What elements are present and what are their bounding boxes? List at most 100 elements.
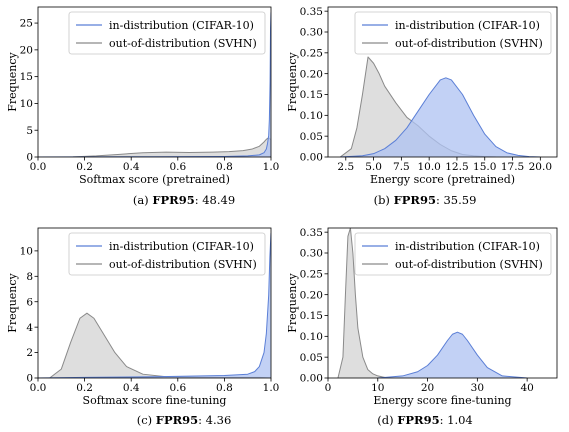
x-axis-label: Energy score fine-tuning <box>373 394 511 407</box>
x-tick-label: 1.0 <box>263 382 280 394</box>
y-tick-label: 0.00 <box>300 152 323 164</box>
series-line-out <box>337 228 388 378</box>
x-tick-label: 10.0 <box>417 161 440 173</box>
caption-value: : 1.04 <box>439 413 473 427</box>
x-tick-label: 0.6 <box>169 382 186 394</box>
caption-value: : 48.49 <box>194 193 236 207</box>
series-line-in <box>377 331 528 378</box>
x-tick-label: 7.5 <box>393 161 410 173</box>
y-tick-label: 6 <box>26 296 33 308</box>
series-area-out <box>38 137 271 157</box>
caption-c: (c) FPR95: 4.36 <box>44 413 324 427</box>
series-area-out <box>49 313 271 378</box>
legend-label-in: in-distribution (CIFAR-10) <box>395 19 540 32</box>
series-area-in <box>377 332 528 378</box>
y-tick-label: 25 <box>20 18 33 30</box>
caption-bold: FPR95 <box>155 413 199 427</box>
y-tick-label: 0 <box>26 152 33 164</box>
y-tick-label: 0.20 <box>300 289 323 301</box>
y-tick-label: 0.05 <box>300 352 323 364</box>
plot-area <box>339 56 541 157</box>
series-line-in <box>38 233 271 378</box>
legend: in-distribution (CIFAR-10) out-of-distrib… <box>354 232 552 276</box>
legend-label-in: in-distribution (CIFAR-10) <box>395 240 540 253</box>
x-tick-label: 17.5 <box>501 161 524 173</box>
legend-box <box>68 11 266 55</box>
legend-label-in: in-distribution (CIFAR-10) <box>109 19 254 32</box>
x-tick-label: 40 <box>520 382 533 394</box>
caption-b: (b) FPR95: 35.59 <box>295 193 555 207</box>
caption-a: (a) FPR95: 48.49 <box>44 193 324 207</box>
y-tick-label: 0.25 <box>300 268 323 280</box>
x-tick-label: 0 <box>325 382 332 394</box>
y-tick-label: 0.30 <box>300 248 323 260</box>
caption-bold: FPR95 <box>152 193 195 207</box>
x-tick-label: 5.0 <box>365 161 382 173</box>
x-tick-label: 0.4 <box>123 161 140 173</box>
y-tick-label: 15 <box>20 71 33 83</box>
x-tick-label: 2.5 <box>337 161 354 173</box>
caption-bold: FPR95 <box>393 193 436 207</box>
axes-frame <box>37 227 272 379</box>
caption-tag: (b) <box>373 193 390 207</box>
y-tick-label: 10 <box>20 98 33 110</box>
x-tick-label: 0.2 <box>76 161 93 173</box>
caption-value: : 4.36 <box>198 413 232 427</box>
series-area-out <box>337 228 388 378</box>
y-tick-label: 0.20 <box>300 68 323 80</box>
series-area-in <box>340 77 541 157</box>
y-tick-label: 5 <box>26 125 33 137</box>
series-area-out <box>340 57 496 157</box>
x-axis-label: Energy score (pretrained) <box>370 173 515 186</box>
x-tick-label: 20.0 <box>529 161 552 173</box>
axes-frame <box>327 227 558 379</box>
x-tick-label: 0.0 <box>30 161 47 173</box>
x-tick-label: 20 <box>421 382 434 394</box>
series-line-out <box>38 137 271 157</box>
chart-panel-4: 0 10 20 30 40 0.00 0.05 0.10 0.15 0.20 0.25 0.30 0.3… <box>286 227 558 407</box>
y-axis-label: Frequency <box>6 272 19 332</box>
caption-tag: (d) <box>377 413 394 427</box>
legend-label-in: in-distribution (CIFAR-10) <box>109 240 254 253</box>
y-tick-label: 0.10 <box>300 331 323 343</box>
legend-box <box>354 232 552 276</box>
x-tick-label: 12.5 <box>445 161 468 173</box>
y-tick-label: 0.30 <box>300 27 323 39</box>
y-tick-label: 0 <box>26 373 33 385</box>
y-tick-label: 0.35 <box>300 227 323 239</box>
x-axis-label: Softmax score (pretrained) <box>79 173 230 186</box>
x-tick-label: 0.6 <box>169 161 186 173</box>
legend-box <box>68 232 266 276</box>
legend: in-distribution (CIFAR-10) out-of-distrib… <box>354 11 552 55</box>
y-axis-label: Frequency <box>286 51 299 111</box>
y-tick-label: 0.15 <box>300 310 323 322</box>
legend-label-out: out-of-distribution (SVHN) <box>395 258 543 271</box>
y-tick-label: 2 <box>26 347 33 359</box>
axes-frame <box>37 6 272 158</box>
legend: in-distribution (CIFAR-10) out-of-distrib… <box>68 232 266 276</box>
y-tick-label: 0.00 <box>300 373 323 385</box>
axes-frame <box>327 6 558 158</box>
y-axis-label: Frequency <box>286 272 299 332</box>
x-tick-label: 0.8 <box>216 382 233 394</box>
chart-panel-3: 0.0 0.2 0.4 0.6 0.8 1.0 0 2 4 6 8 10 Softmax score f… <box>6 227 280 407</box>
chart-panel-1: 0.0 0.2 0.4 0.6 0.8 1.0 0 5 10 15 20 25 Softmax scor… <box>6 6 279 186</box>
y-tick-label: 0.25 <box>300 47 323 59</box>
y-tick-label: 0.35 <box>300 6 323 18</box>
x-tick-label: 0.0 <box>30 382 47 394</box>
legend-box <box>354 11 552 55</box>
series-line-in <box>340 77 541 157</box>
y-axis-label: Frequency <box>6 51 19 111</box>
x-tick-label: 0.4 <box>123 382 140 394</box>
chart-panel-2: 2.5 5.0 7.5 10.0 12.5 15.0 17.5 20.0 0.00 0.05 0.1… <box>286 6 558 186</box>
y-tick-label: 0.15 <box>300 89 323 101</box>
legend-label-out: out-of-distribution (SVHN) <box>109 258 257 271</box>
plot-area <box>337 228 528 378</box>
legend: in-distribution (CIFAR-10) out-of-distrib… <box>68 11 266 55</box>
y-tick-label: 0.10 <box>300 110 323 122</box>
caption-bold: FPR95 <box>397 413 440 427</box>
y-tick-label: 10 <box>20 245 33 257</box>
y-tick-label: 0.05 <box>300 131 323 143</box>
caption-value: : 35.59 <box>435 193 477 207</box>
